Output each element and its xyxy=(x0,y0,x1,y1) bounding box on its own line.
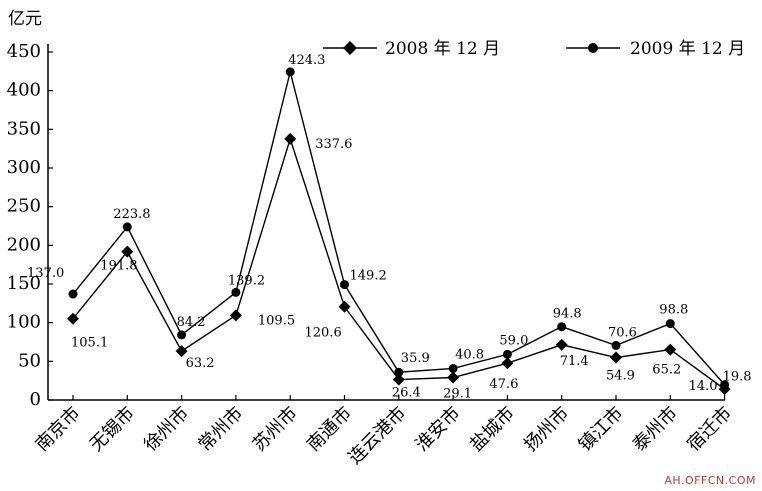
circle-marker xyxy=(394,367,404,377)
diamond-marker xyxy=(447,371,460,384)
circle-marker xyxy=(285,67,295,77)
series-1: 105.1 191.8 63.2 109.5 337.6 120.6 26.4 29.1 47.… xyxy=(67,132,731,401)
legend-label: 2008 年 12 月 xyxy=(385,39,500,59)
y-tick-label: 450 xyxy=(7,41,41,62)
x-tick-label: 扬州市 xyxy=(520,403,573,456)
data-label: 94.8 xyxy=(553,307,582,322)
circle-marker xyxy=(231,287,241,297)
data-label: 35.9 xyxy=(401,351,430,366)
data-label: 70.6 xyxy=(608,325,637,340)
data-label: 105.1 xyxy=(71,336,108,351)
x-tick-label: 连云港市 xyxy=(345,403,411,469)
circle-marker xyxy=(448,363,458,373)
circle-marker xyxy=(720,380,730,390)
diamond-marker xyxy=(284,132,297,145)
y-tick-label: 350 xyxy=(7,118,41,139)
x-tick-label: 宿迁市 xyxy=(683,403,736,456)
legend: 2008 年 12 月 2009 年 12 月 xyxy=(323,39,745,59)
x-tick-label: 盐城市 xyxy=(466,403,519,456)
y-tick-label: 300 xyxy=(7,157,41,178)
diamond-marker xyxy=(121,245,134,258)
data-label: 63.2 xyxy=(186,356,215,371)
data-label: 54.9 xyxy=(606,369,635,384)
x-tick-label: 徐州市 xyxy=(140,403,193,456)
x-tick-label: 常州市 xyxy=(194,403,247,456)
y-tick-label: 400 xyxy=(7,80,41,101)
legend-label: 2009 年 12 月 xyxy=(630,39,745,59)
y-unit-label: 亿元 xyxy=(8,9,42,29)
x-tick-label: 无锡市 xyxy=(86,403,139,456)
y-tick-label: 100 xyxy=(7,312,41,333)
legend-item-2: 2009 年 12 月 xyxy=(566,39,745,59)
data-label: 14.0 xyxy=(689,379,718,394)
data-label: 120.6 xyxy=(305,326,342,341)
diamond-marker xyxy=(555,338,568,351)
data-label: 337.6 xyxy=(315,137,352,152)
data-label: 26.4 xyxy=(392,386,421,401)
data-label: 40.8 xyxy=(455,347,484,362)
data-label: 191.8 xyxy=(100,259,137,274)
diamond-marker xyxy=(610,351,622,364)
y-tick-label: 200 xyxy=(7,234,41,255)
data-label: 223.8 xyxy=(113,207,150,222)
circle-marker xyxy=(665,319,675,329)
diamond-marker xyxy=(175,345,188,358)
circle-marker xyxy=(122,222,132,232)
diamond-marker xyxy=(338,300,351,313)
data-label: 65.2 xyxy=(652,363,681,378)
x-tick-label: 镇江市 xyxy=(575,403,628,456)
circle-marker xyxy=(611,340,621,350)
legend-diamond-marker xyxy=(343,41,357,55)
data-label: 424.3 xyxy=(288,53,325,68)
y-ticks: 0 50 100 150 200 250 300 350 400 450 xyxy=(7,41,53,410)
data-label: 109.5 xyxy=(258,313,295,328)
data-label: 71.4 xyxy=(560,354,589,369)
x-tick-label: 南通市 xyxy=(303,403,356,456)
series-2: 137.0 223.8 84.2 139.2 424.3 149.2 35.9 40.8 59.… xyxy=(27,53,752,390)
data-label: 84.2 xyxy=(177,315,206,330)
data-label: 19.8 xyxy=(723,370,752,385)
circle-marker xyxy=(68,289,78,299)
series-line xyxy=(72,136,726,390)
data-label: 47.6 xyxy=(489,377,518,392)
circle-marker xyxy=(177,330,187,340)
x-tick-label: 南京市 xyxy=(32,403,85,456)
x-tick-label: 泰州市 xyxy=(629,403,682,456)
diamond-marker xyxy=(67,312,79,325)
data-label: 98.8 xyxy=(659,303,688,318)
y-tick-label: 150 xyxy=(7,273,41,294)
y-tick-label: 50 xyxy=(18,350,41,371)
diamond-marker xyxy=(664,343,677,356)
data-label: 137.0 xyxy=(27,266,64,281)
circle-marker xyxy=(340,280,349,290)
series-group: 105.1 191.8 63.2 109.5 337.6 120.6 26.4 29.1 47.… xyxy=(27,53,752,402)
legend-circle-marker xyxy=(588,43,598,53)
circle-marker xyxy=(502,349,512,359)
legend-item-1: 2008 年 12 月 xyxy=(323,39,500,59)
data-label: 59.0 xyxy=(499,333,528,348)
x-tick-label: 淮安市 xyxy=(412,403,465,456)
data-label: 29.1 xyxy=(443,386,472,401)
data-label: 149.2 xyxy=(350,269,387,284)
diamond-marker xyxy=(229,309,242,322)
watermark: AH.OFFCN.COM xyxy=(664,474,756,487)
circle-marker xyxy=(557,322,567,332)
x-tick-label: 苏州市 xyxy=(249,403,302,456)
diamond-marker xyxy=(501,357,514,370)
y-tick-label: 0 xyxy=(30,389,41,410)
data-label: 139.2 xyxy=(228,273,265,288)
diamond-marker xyxy=(392,373,405,386)
axes xyxy=(47,44,725,401)
y-tick-label: 250 xyxy=(7,196,41,217)
